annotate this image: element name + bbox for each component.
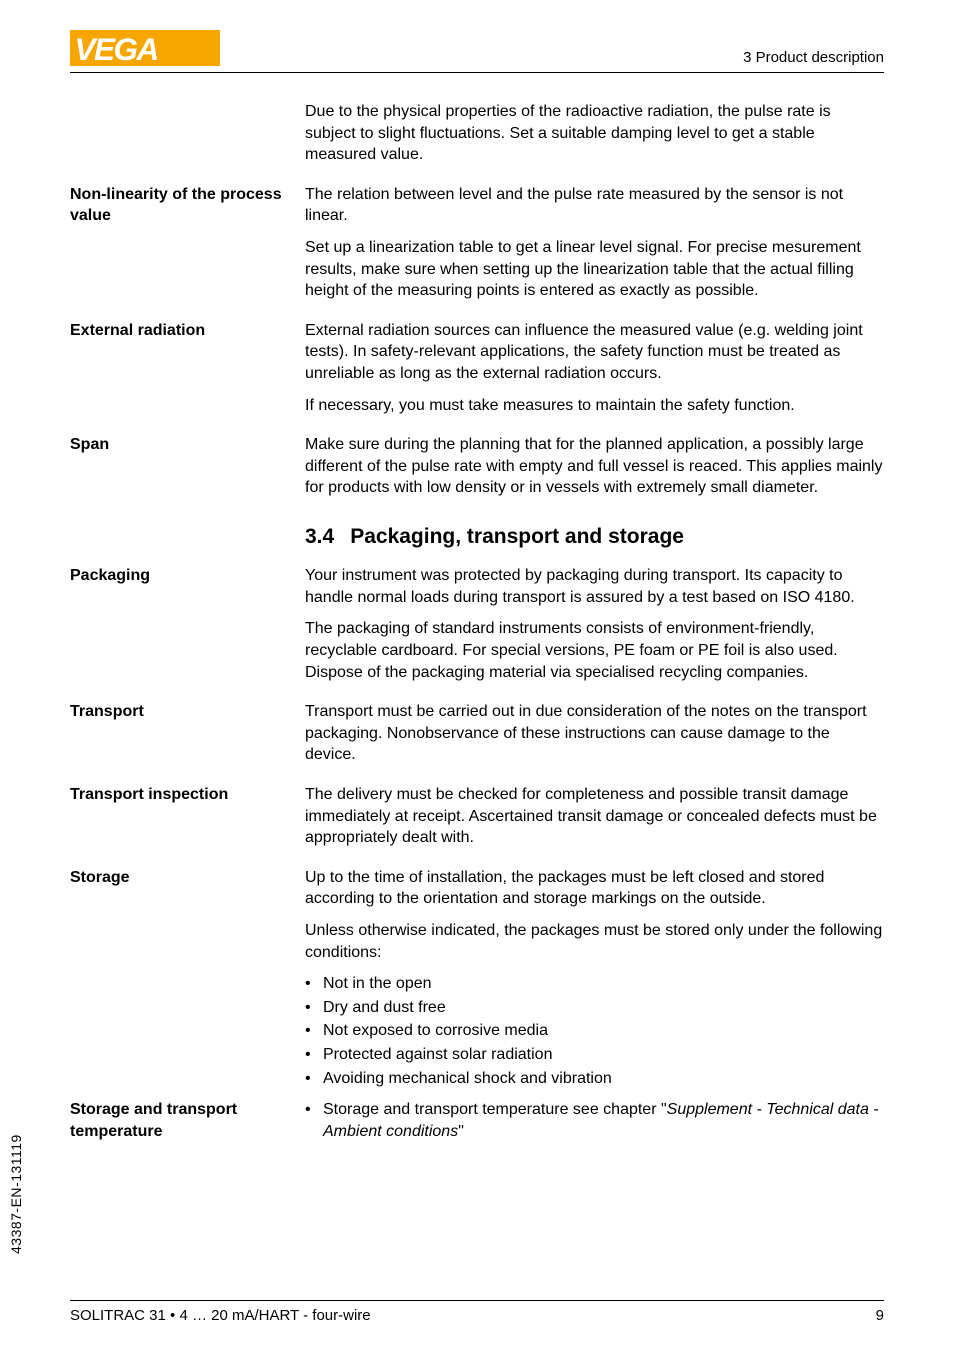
svg-text:VEGA: VEGA <box>75 31 158 66</box>
stt-post: " <box>458 1123 464 1140</box>
nonlinearity-p1: The relation between level and the pulse… <box>305 184 884 227</box>
footer-page-number: 9 <box>876 1307 884 1324</box>
list-item: Storage and transport temperature see ch… <box>305 1099 884 1142</box>
vega-logo: VEGA <box>70 30 220 66</box>
label-nonlinearity: Non-linearity of the process value <box>70 184 305 312</box>
label-packaging: Packaging <box>70 565 305 693</box>
label-span: Span <box>70 434 305 509</box>
external-p1: External radiation sources can influence… <box>305 320 884 385</box>
packaging-p1: Your instrument was protected by packagi… <box>305 565 884 608</box>
label-transport-inspection: Transport inspection <box>70 784 305 859</box>
external-p2: If necessary, you must take measures to … <box>305 395 884 417</box>
stt-pre: Storage and transport temperature see ch… <box>323 1101 667 1118</box>
page-header: VEGA 3 Product description <box>70 30 884 73</box>
header-section-label: 3 Product description <box>743 49 884 66</box>
storage-p1: Up to the time of installation, the pack… <box>305 867 884 910</box>
intro-paragraph: Due to the physical properties of the ra… <box>305 101 884 166</box>
storage-bullet-list: Not in the open Dry and dust free Not ex… <box>305 973 884 1089</box>
section-number: 3.4 <box>305 525 334 548</box>
packaging-p2: The packaging of standard instruments co… <box>305 618 884 683</box>
label-storage: Storage <box>70 867 305 1091</box>
list-item: Not in the open <box>305 973 884 995</box>
list-item: Dry and dust free <box>305 997 884 1019</box>
list-item: Not exposed to corrosive media <box>305 1020 884 1042</box>
footer-left: SOLITRAC 31 • 4 … 20 mA/HART - four-wire <box>70 1307 371 1324</box>
list-item: Avoiding mechanical shock and vibration <box>305 1068 884 1090</box>
list-item: Protected against solar radiation <box>305 1044 884 1066</box>
section-title: Packaging, transport and storage <box>350 525 684 548</box>
page-footer: SOLITRAC 31 • 4 … 20 mA/HART - four-wire… <box>70 1300 884 1324</box>
label-external-radiation: External radiation <box>70 320 305 426</box>
section-heading: 3.4 Packaging, transport and storage <box>305 523 884 551</box>
transport-p1: Transport must be carried out in due con… <box>305 701 884 766</box>
span-p1: Make sure during the planning that for t… <box>305 434 884 499</box>
transport-inspection-p1: The delivery must be checked for complet… <box>305 784 884 849</box>
label-storage-transport-temp: Storage and transport temperature <box>70 1099 305 1144</box>
storage-p2: Unless otherwise indicated, the packages… <box>305 920 884 963</box>
label-transport: Transport <box>70 701 305 776</box>
storage-temp-bullet-list: Storage and transport temperature see ch… <box>305 1099 884 1142</box>
side-document-code: 43387-EN-131119 <box>8 1134 24 1254</box>
content-area: Due to the physical properties of the ra… <box>70 101 884 1144</box>
nonlinearity-p2: Set up a linearization table to get a li… <box>305 237 884 302</box>
